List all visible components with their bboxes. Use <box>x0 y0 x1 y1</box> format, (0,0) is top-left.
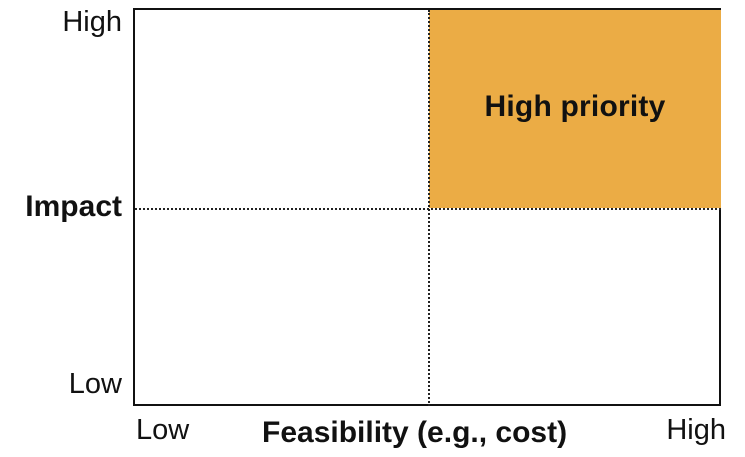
priority-matrix: High priority <box>133 8 721 406</box>
x-axis-low-label: Low <box>136 414 190 446</box>
high-priority-quadrant: High priority <box>429 10 721 208</box>
high-priority-label: High priority <box>484 90 666 123</box>
y-axis-low-label: Low <box>68 368 122 400</box>
horizontal-divider <box>135 208 721 210</box>
y-axis-high-label: High <box>62 6 122 38</box>
x-axis-high-label: High <box>666 414 726 446</box>
y-axis-title: Impact <box>25 190 122 223</box>
x-axis-title: Feasibility (e.g., cost) <box>262 416 568 449</box>
